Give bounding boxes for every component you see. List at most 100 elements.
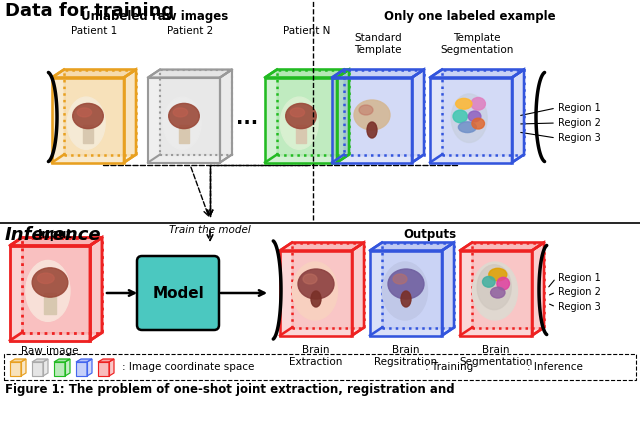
Text: Raw image: Raw image xyxy=(21,346,79,356)
Text: Data for training: Data for training xyxy=(5,2,174,20)
Text: Region 2: Region 2 xyxy=(558,287,601,297)
Polygon shape xyxy=(265,78,337,162)
Polygon shape xyxy=(76,359,92,362)
Ellipse shape xyxy=(468,111,481,122)
Polygon shape xyxy=(442,243,454,336)
Ellipse shape xyxy=(401,291,411,307)
Ellipse shape xyxy=(173,108,188,117)
Text: Patient 2: Patient 2 xyxy=(167,26,213,36)
Polygon shape xyxy=(98,362,109,376)
Polygon shape xyxy=(412,70,424,162)
Ellipse shape xyxy=(367,122,377,138)
Text: Model: Model xyxy=(152,286,204,300)
Text: Brain
Regsitration: Brain Regsitration xyxy=(374,345,438,367)
Ellipse shape xyxy=(383,262,428,320)
Ellipse shape xyxy=(26,261,70,321)
Polygon shape xyxy=(148,70,232,78)
Text: Region 3: Region 3 xyxy=(558,302,601,312)
Ellipse shape xyxy=(32,268,68,297)
Ellipse shape xyxy=(303,274,317,284)
Ellipse shape xyxy=(285,103,316,129)
Ellipse shape xyxy=(471,98,485,110)
Text: Brain
Segmentation: Brain Segmentation xyxy=(460,345,532,367)
Polygon shape xyxy=(43,359,48,376)
Polygon shape xyxy=(280,251,352,336)
Text: Patient 1: Patient 1 xyxy=(71,26,117,36)
Ellipse shape xyxy=(483,276,495,287)
Bar xyxy=(44,293,56,314)
Polygon shape xyxy=(87,359,92,376)
Polygon shape xyxy=(21,359,26,376)
Polygon shape xyxy=(10,246,90,340)
Ellipse shape xyxy=(280,97,318,149)
Polygon shape xyxy=(280,243,364,251)
Text: : Image coordinate space: : Image coordinate space xyxy=(122,362,254,372)
Bar xyxy=(179,125,189,143)
Text: : Training: : Training xyxy=(425,362,473,372)
Polygon shape xyxy=(370,243,454,251)
Ellipse shape xyxy=(497,277,509,290)
Ellipse shape xyxy=(491,287,505,298)
FancyBboxPatch shape xyxy=(4,354,636,380)
Text: Only one labeled example: Only one labeled example xyxy=(384,10,556,23)
Ellipse shape xyxy=(453,110,467,123)
Polygon shape xyxy=(532,243,544,336)
Polygon shape xyxy=(220,70,232,162)
Polygon shape xyxy=(10,362,21,376)
Polygon shape xyxy=(54,362,65,376)
Polygon shape xyxy=(10,359,26,362)
Text: Region 1: Region 1 xyxy=(558,273,601,283)
Text: Unlabeled raw images: Unlabeled raw images xyxy=(81,10,228,23)
Polygon shape xyxy=(76,362,87,376)
Polygon shape xyxy=(442,70,524,155)
Ellipse shape xyxy=(477,265,511,310)
Bar xyxy=(296,125,307,143)
Polygon shape xyxy=(160,70,232,155)
Ellipse shape xyxy=(292,262,337,320)
Polygon shape xyxy=(460,243,544,251)
Polygon shape xyxy=(352,243,364,336)
Text: Region 2: Region 2 xyxy=(558,118,601,128)
Polygon shape xyxy=(370,251,442,336)
Ellipse shape xyxy=(393,274,407,284)
Polygon shape xyxy=(52,78,124,162)
Polygon shape xyxy=(472,243,544,328)
Polygon shape xyxy=(98,359,114,362)
Polygon shape xyxy=(512,70,524,162)
Text: Template
Segmentation: Template Segmentation xyxy=(440,33,514,55)
Polygon shape xyxy=(22,237,102,332)
Polygon shape xyxy=(292,243,364,328)
Ellipse shape xyxy=(489,268,507,281)
Polygon shape xyxy=(277,70,349,155)
Ellipse shape xyxy=(388,269,424,299)
Ellipse shape xyxy=(290,108,305,117)
Ellipse shape xyxy=(472,118,484,129)
Ellipse shape xyxy=(458,122,476,133)
Polygon shape xyxy=(54,359,70,362)
Polygon shape xyxy=(64,70,136,155)
Bar xyxy=(83,125,93,143)
Polygon shape xyxy=(430,78,512,162)
Text: Region 3: Region 3 xyxy=(558,133,601,143)
Ellipse shape xyxy=(169,103,199,129)
Polygon shape xyxy=(460,251,532,336)
Polygon shape xyxy=(32,359,48,362)
Ellipse shape xyxy=(311,291,321,307)
Polygon shape xyxy=(32,362,43,376)
Text: ...: ... xyxy=(236,109,258,127)
Ellipse shape xyxy=(163,97,201,149)
Polygon shape xyxy=(382,243,454,328)
Text: Standard
Template: Standard Template xyxy=(354,33,402,55)
Ellipse shape xyxy=(451,94,487,142)
Polygon shape xyxy=(148,78,220,162)
Polygon shape xyxy=(337,70,349,162)
Text: Brain
Extraction: Brain Extraction xyxy=(289,345,342,367)
Ellipse shape xyxy=(73,103,103,129)
Ellipse shape xyxy=(77,108,92,117)
Ellipse shape xyxy=(354,100,390,130)
Polygon shape xyxy=(265,70,349,78)
Polygon shape xyxy=(52,70,136,78)
Polygon shape xyxy=(90,237,102,340)
Text: Input: Input xyxy=(38,228,72,241)
Polygon shape xyxy=(109,359,114,376)
